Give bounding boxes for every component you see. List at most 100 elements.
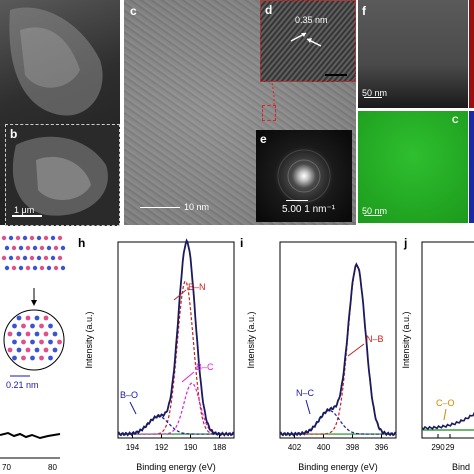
panel-g-structure: 0.21 nm 70 80 <box>0 235 66 472</box>
panel-g-layer-atom <box>29 235 35 241</box>
panel-h-xlabel: Binding energy (eV) <box>136 462 216 472</box>
panel-f-red-map <box>469 0 474 108</box>
panel-g-lattice <box>7 315 62 361</box>
panel-e-scalebar <box>286 200 308 201</box>
xtick-label: 192 <box>155 443 169 452</box>
panel-j-chart: Intensity (a.u.) Bind 290 29 C–O <box>401 241 474 472</box>
xtick-label: 402 <box>288 443 302 452</box>
component-bc <box>118 382 235 435</box>
panel-g-layer-atom <box>22 235 28 241</box>
panel-f-scale-bottom: 50 nm <box>362 206 388 216</box>
panel-i-xlabel: Binding energy (eV) <box>298 462 378 472</box>
panel-g-lattice-atom <box>52 347 58 353</box>
panel-i-label: i <box>240 236 244 250</box>
panel-f-scalebar-top <box>364 97 382 98</box>
panel-g-lattice-atom <box>39 339 44 345</box>
panel-g-layer-atom <box>32 265 38 271</box>
panel-f-scalebar-bottom <box>364 215 382 216</box>
component-nb <box>280 265 397 435</box>
panel-g-layer-atom <box>29 255 35 261</box>
panel-h-annot-bn-arrow <box>173 289 187 301</box>
panel-g-layer-atom <box>1 255 7 261</box>
panel-g-lattice-atom <box>48 355 53 361</box>
panel-g-lattice-atom <box>30 323 35 329</box>
panel-g-layer-atom <box>60 245 66 251</box>
envelope <box>117 238 235 437</box>
component-bn <box>118 280 234 435</box>
panel-f-haadf: f 50 nm <box>358 0 468 108</box>
xtick-label: 398 <box>346 443 360 452</box>
panel-e-saed: e 5.00 1 nm⁻¹ <box>256 130 352 222</box>
panel-e-scale-text: 5.00 1 nm⁻¹ <box>282 204 336 215</box>
panel-g-layer-atom <box>18 265 24 271</box>
panel-i-ylabel: Intensity (a.u.) <box>246 311 256 368</box>
panel-b-sem: b 1 μm <box>5 124 120 226</box>
panel-g-layer-atom <box>43 255 49 261</box>
component-bo <box>117 415 234 435</box>
panel-g-lattice-atom <box>16 331 22 337</box>
xtick-label: 188 <box>213 443 227 452</box>
panel-g-layer-atom <box>39 245 45 251</box>
panel-f-scale-top: 50 nm <box>362 88 388 98</box>
panel-i-curves <box>279 262 397 437</box>
panel-g-layer-atom <box>25 265 31 271</box>
panel-g-layer-atom <box>57 255 63 261</box>
panel-g-lattice-atom <box>12 323 17 329</box>
panel-g-magnified-circle <box>3 309 65 371</box>
panel-d-lattice-inset: d 0.35 nm <box>260 0 356 82</box>
panel-g-lattice-atom <box>21 323 26 329</box>
panel-g-tick-80: 80 <box>48 463 57 472</box>
panel-i-annot-nb: N–B <box>366 334 384 344</box>
panel-g-layer-atom <box>4 265 10 271</box>
panel-j-curves <box>421 411 474 431</box>
panel-j-annot-co-arrow <box>443 408 447 421</box>
panel-i-annot-nb-arrow <box>347 343 365 357</box>
panel-g-layer-atom <box>15 255 21 261</box>
panel-e-label: e <box>260 132 267 146</box>
panel-b-texture <box>12 136 108 216</box>
xtick-label: 194 <box>126 443 140 452</box>
panel-g-layer-atom <box>50 255 56 261</box>
panel-d-spacing: 0.35 nm <box>295 15 328 25</box>
panel-i-frame <box>279 241 397 439</box>
panel-b-label: b <box>10 127 18 141</box>
panel-g-lattice-atom <box>52 331 58 337</box>
panel-j-ylabel: Intensity (a.u.) <box>401 311 411 368</box>
envelope <box>421 411 474 431</box>
panel-j-annot-co: C–O <box>436 398 455 408</box>
panel-e-rings <box>277 149 331 203</box>
panel-g-layer-atom <box>46 245 52 251</box>
panel-g-lattice-atom <box>30 355 35 361</box>
panel-g-layer-atom <box>22 255 28 261</box>
panel-g-lattice-atom <box>12 355 17 361</box>
xtick-label: 290 <box>431 443 445 452</box>
panel-g-layer-atom <box>1 235 7 241</box>
panel-g-lattice-atom <box>48 323 53 329</box>
panel-g-lattice-atom <box>7 347 13 353</box>
panel-b-scalebar <box>12 215 42 217</box>
panel-b-scale-text: 1 μm <box>14 205 35 215</box>
panel-g-layer-atom <box>25 245 31 251</box>
panel-g-layer-atom <box>32 245 38 251</box>
panel-g-lattice-atom <box>39 323 44 329</box>
panel-g-layer-atom <box>15 235 21 241</box>
panel-g-layer-atom <box>53 245 59 251</box>
panel-g-lattice-atom <box>43 315 49 321</box>
panel-d-label: d <box>265 3 273 17</box>
panel-g-layer-atom <box>36 255 42 261</box>
xtick-label: 400 <box>317 443 331 452</box>
panel-i-annot-nc-arrow <box>305 399 311 415</box>
panel-g-lattice-atom <box>43 331 49 337</box>
panel-g-layer-atom <box>8 255 14 261</box>
panel-g-layer-atom <box>36 235 42 241</box>
panel-g-layer-atom <box>43 235 49 241</box>
component-nc <box>279 409 396 435</box>
panel-c-scalebar <box>140 207 180 208</box>
panel-c-connector <box>271 81 275 105</box>
panel-j-frame <box>421 241 474 439</box>
xtick-label: 396 <box>375 443 389 452</box>
panel-g-lattice-atom <box>25 315 31 321</box>
panel-g-lattice-atom <box>25 331 31 337</box>
panel-g-layer-atom <box>8 235 14 241</box>
panel-h-annot-bo: B–O <box>120 390 138 400</box>
